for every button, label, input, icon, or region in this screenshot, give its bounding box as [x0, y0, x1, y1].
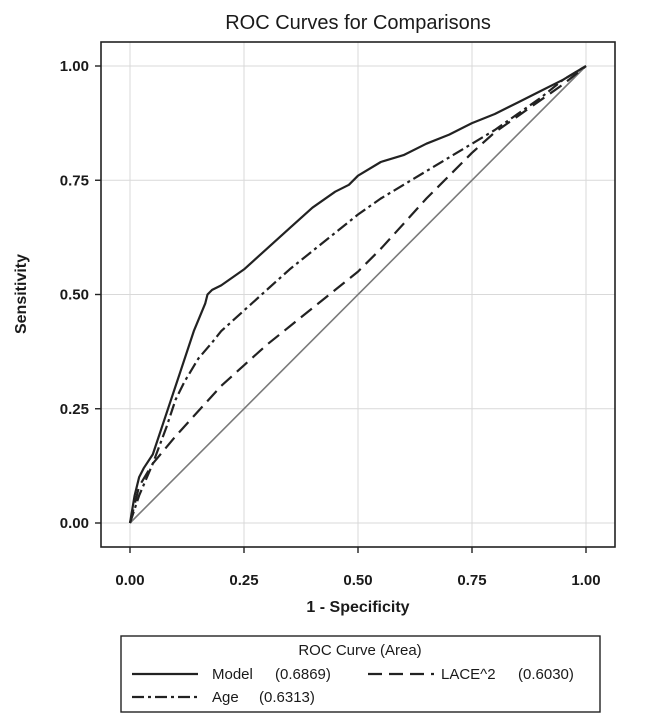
y-axis-label: Sensitivity [13, 254, 30, 334]
series-line-lace-2 [128, 65, 587, 524]
reference-diagonal [129, 65, 587, 524]
x-axis-label: 1 - Specificity [306, 599, 409, 616]
legend-label-age: Age [212, 689, 239, 706]
series-lines [128, 65, 587, 524]
legend-title: ROC Curve (Area) [298, 642, 421, 659]
x-tick-label: 0.75 [457, 572, 486, 589]
legend: ROC Curve (Area) Model (0.6869) LACE^2 (… [120, 635, 601, 713]
y-tick-label: 0.50 [60, 287, 89, 304]
legend-area-lace: (0.6030) [518, 666, 574, 683]
y-tick-label: 1.00 [60, 58, 89, 75]
legend-label-lace: LACE^2 [441, 666, 496, 683]
chart-title: ROC Curves for Comparisons [225, 12, 491, 34]
y-tick-label: 0.75 [60, 172, 89, 189]
axis-ticks: 0.00 0.25 0.50 0.75 1.00 0.00 0.25 0.50 0.75 1.00 [60, 58, 601, 589]
x-tick-label: 0.50 [343, 572, 372, 589]
grid [101, 42, 615, 547]
y-tick-label: 0.25 [60, 401, 89, 418]
series-line-age [128, 65, 587, 524]
legend-label-model: Model [212, 666, 253, 683]
series-line-model [128, 65, 587, 524]
chance-line [129, 65, 587, 524]
legend-box [120, 635, 601, 713]
x-tick-label: 1.00 [571, 572, 600, 589]
y-tick-label: 0.00 [60, 515, 89, 532]
x-tick-label: 0.25 [229, 572, 258, 589]
legend-area-age: (0.6313) [259, 689, 315, 706]
legend-area-model: (0.6869) [275, 666, 331, 683]
x-tick-label: 0.00 [115, 572, 144, 589]
